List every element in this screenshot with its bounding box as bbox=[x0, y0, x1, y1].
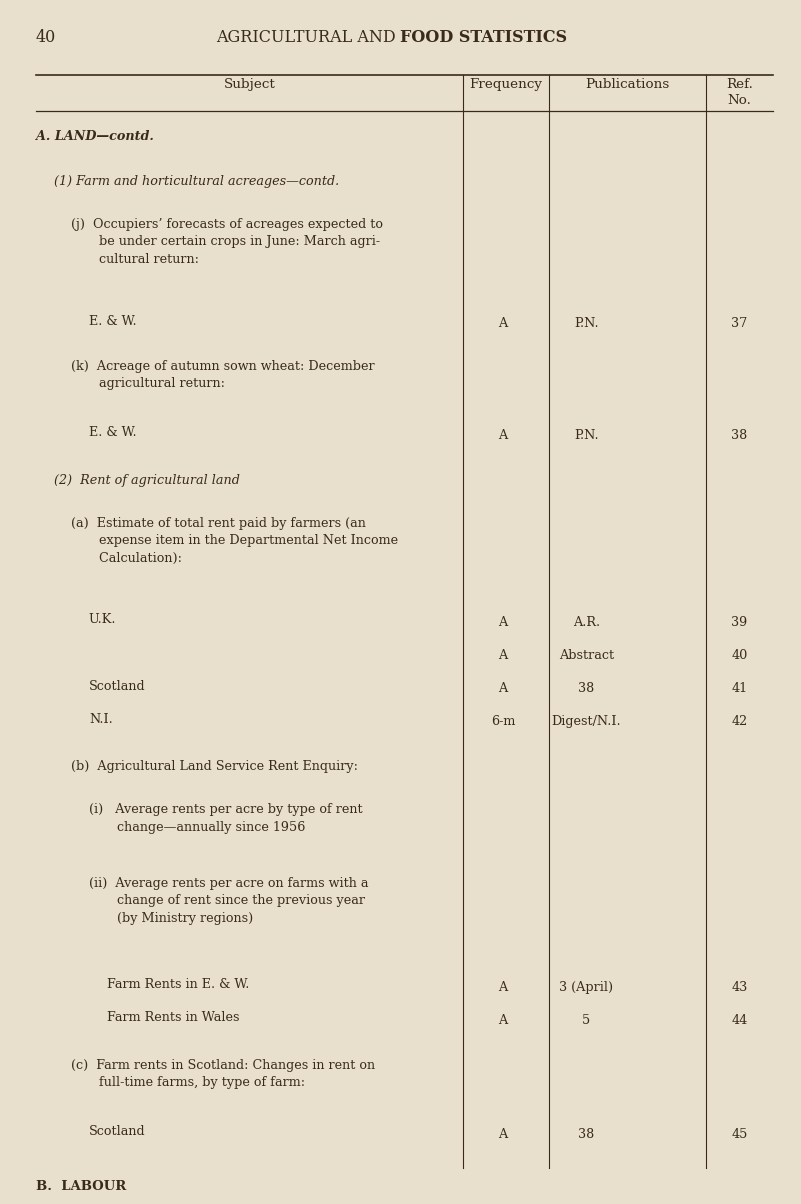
Text: Abstract: Abstract bbox=[559, 649, 614, 662]
Text: 44: 44 bbox=[731, 1014, 747, 1027]
Text: 38: 38 bbox=[578, 683, 594, 695]
Text: A. LAND—contd.: A. LAND—contd. bbox=[36, 130, 154, 143]
Text: (i)   Average rents per acre by type of rent
       change—annually since 1956: (i) Average rents per acre by type of re… bbox=[89, 803, 363, 833]
Text: 43: 43 bbox=[731, 981, 747, 993]
Text: (ii)  Average rents per acre on farms with a
       change of rent since the pre: (ii) Average rents per acre on farms wit… bbox=[89, 877, 368, 925]
Text: A: A bbox=[498, 649, 508, 662]
Text: (b)  Agricultural Land Service Rent Enquiry:: (b) Agricultural Land Service Rent Enqui… bbox=[71, 760, 358, 773]
Text: A.R.: A.R. bbox=[573, 616, 600, 628]
Text: 39: 39 bbox=[731, 616, 747, 628]
Text: P.N.: P.N. bbox=[574, 429, 598, 442]
Text: Scotland: Scotland bbox=[89, 1125, 146, 1138]
Text: (2)  Rent of agricultural land: (2) Rent of agricultural land bbox=[54, 473, 239, 486]
Text: AGRICULTURAL AND: AGRICULTURAL AND bbox=[215, 29, 400, 46]
Text: 5: 5 bbox=[582, 1014, 590, 1027]
Text: U.K.: U.K. bbox=[89, 613, 116, 626]
Text: (k)  Acreage of autumn sown wheat: December
       agricultural return:: (k) Acreage of autumn sown wheat: Decemb… bbox=[71, 360, 375, 390]
Text: E. & W.: E. & W. bbox=[89, 314, 136, 327]
Text: A: A bbox=[498, 981, 508, 993]
Text: (1) Farm and horticultural acreages—contd.: (1) Farm and horticultural acreages—cont… bbox=[54, 175, 339, 188]
Text: (a)  Estimate of total rent paid by farmers (an
       expense item in the Depar: (a) Estimate of total rent paid by farme… bbox=[71, 517, 398, 565]
Text: 40: 40 bbox=[36, 29, 56, 46]
Text: Frequency: Frequency bbox=[469, 78, 542, 92]
Text: 37: 37 bbox=[731, 318, 747, 330]
Text: 45: 45 bbox=[731, 1128, 747, 1140]
Text: Digest/N.I.: Digest/N.I. bbox=[552, 715, 621, 728]
Text: Ref.
No.: Ref. No. bbox=[727, 78, 753, 107]
Text: P.N.: P.N. bbox=[574, 318, 598, 330]
Text: N.I.: N.I. bbox=[89, 713, 113, 726]
Text: (c)  Farm rents in Scotland: Changes in rent on
       full-time farms, by type : (c) Farm rents in Scotland: Changes in r… bbox=[71, 1058, 376, 1090]
Text: Subject: Subject bbox=[223, 78, 276, 92]
Text: 38: 38 bbox=[578, 1128, 594, 1140]
Text: Publications: Publications bbox=[586, 78, 670, 92]
Text: B.  LABOUR: B. LABOUR bbox=[36, 1180, 127, 1193]
Text: FOOD STATISTICS: FOOD STATISTICS bbox=[400, 29, 568, 46]
Text: Farm Rents in Wales: Farm Rents in Wales bbox=[107, 1011, 239, 1025]
Text: 40: 40 bbox=[731, 649, 747, 662]
Text: A: A bbox=[498, 318, 508, 330]
Text: A: A bbox=[498, 429, 508, 442]
Text: 41: 41 bbox=[731, 683, 747, 695]
Text: A: A bbox=[498, 616, 508, 628]
Text: A: A bbox=[498, 1014, 508, 1027]
Text: A: A bbox=[498, 683, 508, 695]
Text: Farm Rents in E. & W.: Farm Rents in E. & W. bbox=[107, 978, 249, 991]
Text: 38: 38 bbox=[731, 429, 747, 442]
Text: 6-m: 6-m bbox=[491, 715, 515, 728]
Text: A: A bbox=[498, 1128, 508, 1140]
Text: Scotland: Scotland bbox=[89, 679, 146, 692]
Text: (j)  Occupiers’ forecasts of acreages expected to
       be under certain crops : (j) Occupiers’ forecasts of acreages exp… bbox=[71, 218, 384, 266]
Text: 42: 42 bbox=[731, 715, 747, 728]
Text: 3 (April): 3 (April) bbox=[559, 981, 614, 993]
Text: E. & W.: E. & W. bbox=[89, 426, 136, 439]
